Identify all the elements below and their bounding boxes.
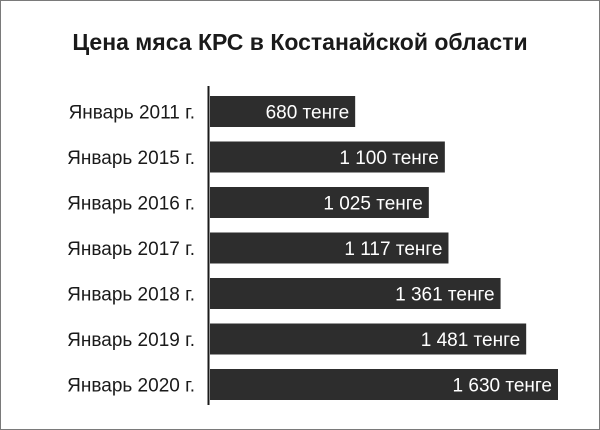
category-label-4: Январь 2017 г. — [67, 239, 195, 260]
value-label-2: 1 100 тенге — [339, 148, 438, 169]
bar-3 — [210, 187, 429, 218]
category-label-3: Январь 2016 г. — [67, 194, 195, 215]
value-label-7: 1 630 тенге — [453, 376, 552, 397]
value-label-5: 1 361 тенге — [395, 285, 494, 306]
value-label-6: 1 481 тенге — [421, 330, 520, 351]
value-label-3: 1 025 тенге — [323, 194, 422, 215]
category-label-1: Январь 2011 г. — [69, 103, 195, 124]
category-label-5: Январь 2018 г. — [67, 285, 195, 306]
bar-4 — [210, 232, 449, 264]
chart-title: Цена мяса КРС в Костанайской области — [72, 29, 528, 55]
value-label-1: 680 тенге — [266, 103, 350, 124]
category-label-2: Январь 2015 г. — [67, 148, 195, 169]
value-label-4: 1 117 тенге — [344, 239, 442, 260]
bar-1 — [210, 96, 356, 127]
category-label-7: Январь 2020 г. — [67, 376, 195, 397]
bar-6 — [210, 323, 527, 355]
bar-7 — [210, 369, 558, 400]
bar-2 — [210, 141, 445, 173]
category-label-6: Январь 2019 г. — [67, 330, 195, 351]
bar-5 — [210, 278, 501, 309]
bars-layer: Январь 2011 г. 680 тенге Январь 2015 г. 1 1… — [67, 96, 558, 400]
